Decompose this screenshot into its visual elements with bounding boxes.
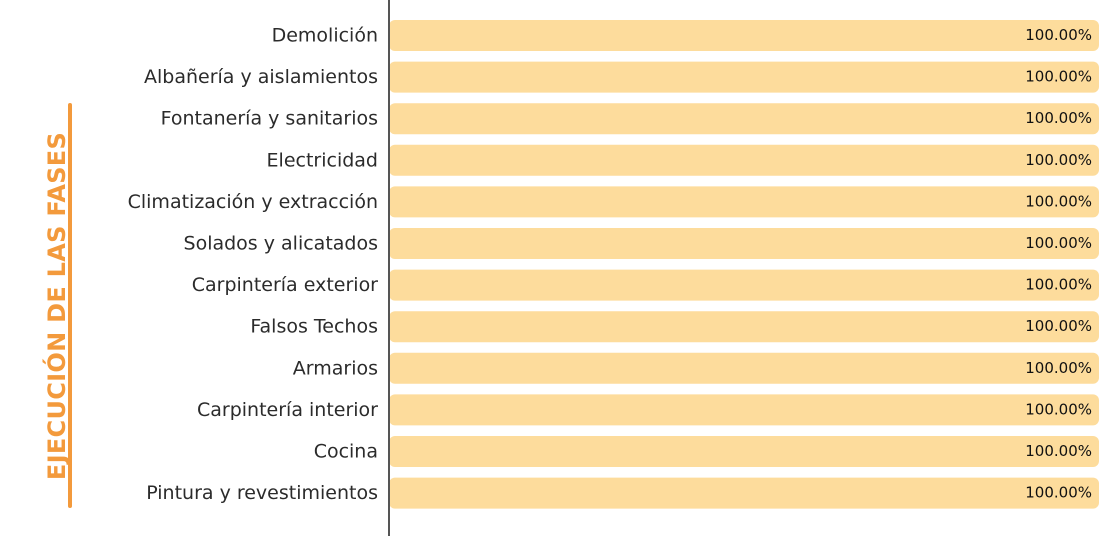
- bar: [389, 477, 1099, 509]
- bar: [389, 144, 1099, 176]
- category-label: Climatización y extracción: [128, 191, 378, 213]
- category-label: Armarios: [293, 357, 378, 379]
- bar: [389, 103, 1099, 135]
- value-label: 100.00%: [1025, 68, 1092, 86]
- category-label: Albañería y aislamientos: [144, 66, 378, 88]
- bar: [389, 269, 1099, 301]
- side-title-underline: [68, 103, 72, 508]
- category-label: Solados y alicatados: [184, 233, 378, 255]
- value-label: 100.00%: [1025, 26, 1092, 44]
- category-label: Fontanería y sanitarios: [161, 108, 378, 130]
- bar: [389, 311, 1099, 343]
- value-label: 100.00%: [1025, 442, 1092, 460]
- category-label: Demolición: [272, 25, 378, 47]
- category-label: Pintura y revestimientos: [146, 482, 378, 504]
- bar: [389, 228, 1099, 259]
- value-label: 100.00%: [1025, 359, 1092, 377]
- category-label: Electricidad: [267, 149, 378, 171]
- bar: [389, 61, 1099, 93]
- bar: [389, 352, 1099, 384]
- value-label: 100.00%: [1025, 276, 1092, 294]
- bar: [389, 436, 1099, 467]
- bar: [389, 186, 1099, 218]
- category-label: Carpintería exterior: [192, 274, 378, 296]
- value-label: 100.00%: [1025, 484, 1092, 502]
- category-label: Cocina: [314, 441, 378, 463]
- value-label: 100.00%: [1025, 400, 1092, 418]
- value-label: 100.00%: [1025, 151, 1092, 169]
- category-label: Falsos Techos: [250, 316, 378, 338]
- value-label: 100.00%: [1025, 234, 1092, 252]
- value-label: 100.00%: [1025, 109, 1092, 127]
- bar: [389, 20, 1099, 51]
- bar: [389, 394, 1099, 426]
- value-label: 100.00%: [1025, 317, 1092, 335]
- category-label: Carpintería interior: [197, 399, 378, 421]
- value-label: 100.00%: [1025, 192, 1092, 210]
